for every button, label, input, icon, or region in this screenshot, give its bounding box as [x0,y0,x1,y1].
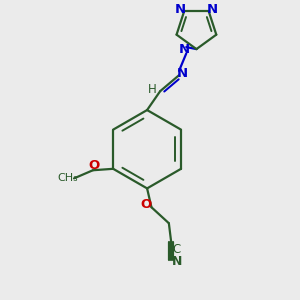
Text: H: H [148,83,156,96]
Text: O: O [89,159,100,172]
Text: N: N [172,255,182,268]
Text: C: C [173,243,181,256]
Text: N: N [178,44,190,56]
Text: CH₃: CH₃ [57,173,78,183]
Text: N: N [177,67,188,80]
Text: O: O [140,198,151,212]
Text: N: N [175,3,186,16]
Text: N: N [207,3,218,16]
